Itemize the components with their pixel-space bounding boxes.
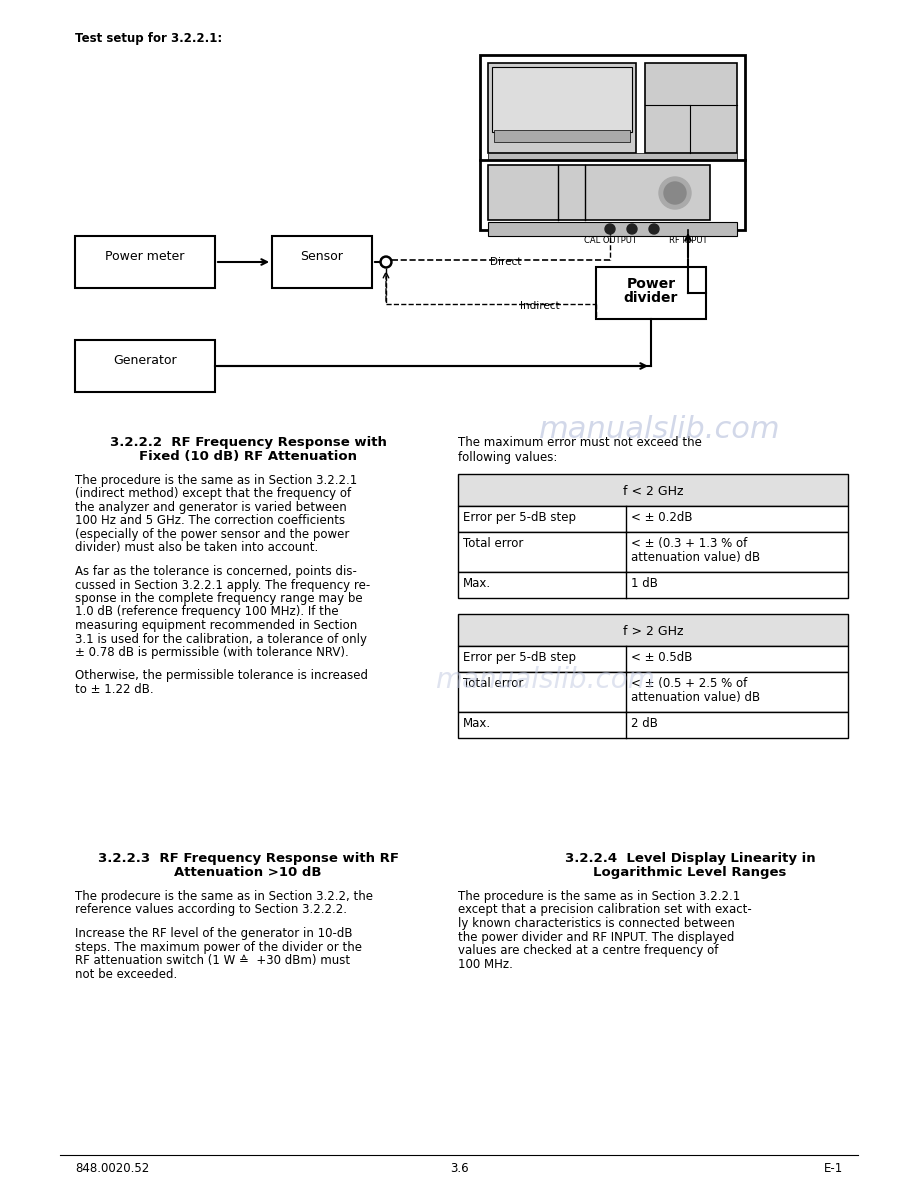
Text: ly known characteristics is connected between: ly known characteristics is connected be… <box>458 917 735 930</box>
Text: the analyzer and generator is varied between: the analyzer and generator is varied bet… <box>75 501 347 514</box>
Text: 848.0020.52: 848.0020.52 <box>75 1162 150 1175</box>
Text: < ± 0.5dB: < ± 0.5dB <box>631 651 692 664</box>
Text: 100 MHz.: 100 MHz. <box>458 958 513 971</box>
Text: steps. The maximum power of the divider or the: steps. The maximum power of the divider … <box>75 941 362 954</box>
Bar <box>488 153 737 160</box>
Circle shape <box>659 177 691 209</box>
Bar <box>458 532 848 571</box>
Text: CAL OUTPUT: CAL OUTPUT <box>584 236 636 245</box>
Text: The procedure is the same as in Section 3.2.2.1: The procedure is the same as in Section … <box>75 474 357 487</box>
Text: Increase the RF level of the generator in 10-dB: Increase the RF level of the generator i… <box>75 927 353 940</box>
Bar <box>480 55 745 230</box>
Bar <box>458 474 848 506</box>
Circle shape <box>664 182 686 204</box>
Text: Total error: Total error <box>463 537 523 550</box>
Circle shape <box>383 259 389 265</box>
Text: Power meter: Power meter <box>106 251 185 264</box>
Text: RF INPUT: RF INPUT <box>668 236 707 245</box>
Text: attenuation value) dB: attenuation value) dB <box>631 691 760 704</box>
Text: RF attenuation switch (1 W ≙  +30 dBm) must: RF attenuation switch (1 W ≙ +30 dBm) mu… <box>75 954 350 967</box>
Text: The procedure is the same as in Section 3.2.2.1: The procedure is the same as in Section … <box>458 890 740 903</box>
Bar <box>272 236 372 287</box>
Bar <box>75 236 215 287</box>
Text: divider) must also be taken into account.: divider) must also be taken into account… <box>75 542 319 555</box>
Text: manualslib.com: manualslib.com <box>539 416 781 444</box>
Text: 2 dB: 2 dB <box>631 718 658 729</box>
Circle shape <box>627 225 637 234</box>
Text: f > 2 GHz: f > 2 GHz <box>622 625 683 638</box>
Text: values are checked at a centre frequency of: values are checked at a centre frequency… <box>458 944 719 958</box>
Text: Generator: Generator <box>113 354 177 367</box>
Text: E-1: E-1 <box>823 1162 843 1175</box>
Text: attenuation value) dB: attenuation value) dB <box>631 551 760 564</box>
Text: < ± (0.3 + 1.3 % of: < ± (0.3 + 1.3 % of <box>631 537 747 550</box>
Text: Test setup for 3.2.2.1:: Test setup for 3.2.2.1: <box>75 32 222 45</box>
Text: 3.1 is used for the calibration, a tolerance of only: 3.1 is used for the calibration, a toler… <box>75 632 367 645</box>
Text: Max.: Max. <box>463 577 491 590</box>
Bar <box>488 165 710 220</box>
Text: the power divider and RF INPUT. The displayed: the power divider and RF INPUT. The disp… <box>458 930 734 943</box>
Text: The prodecure is the same as in Section 3.2.2, the: The prodecure is the same as in Section … <box>75 890 373 903</box>
Text: Error per 5-dB step: Error per 5-dB step <box>463 511 576 524</box>
Bar <box>494 129 630 143</box>
Text: 1.0 dB (reference frequency 100 MHz). If the: 1.0 dB (reference frequency 100 MHz). If… <box>75 606 339 619</box>
Text: 3.2.2.4  Level Display Linearity in: 3.2.2.4 Level Display Linearity in <box>565 852 815 865</box>
Text: divider: divider <box>624 291 678 305</box>
Text: Otherwise, the permissible tolerance is increased: Otherwise, the permissible tolerance is … <box>75 670 368 682</box>
Text: Logarithmic Level Ranges: Logarithmic Level Ranges <box>593 866 787 879</box>
Bar <box>458 571 848 598</box>
Text: Power: Power <box>626 277 676 291</box>
Circle shape <box>605 225 615 234</box>
Text: 3.6: 3.6 <box>450 1162 468 1175</box>
Bar <box>458 712 848 738</box>
Circle shape <box>380 255 392 268</box>
Bar <box>488 63 636 153</box>
Text: measuring equipment recommended in Section: measuring equipment recommended in Secti… <box>75 619 357 632</box>
Text: Indirect: Indirect <box>520 301 560 311</box>
Text: As far as the tolerance is concerned, points dis-: As far as the tolerance is concerned, po… <box>75 565 357 579</box>
Text: manualslib.com: manualslib.com <box>435 666 655 694</box>
Text: 1 dB: 1 dB <box>631 577 658 590</box>
Bar <box>488 222 737 236</box>
Text: sponse in the complete frequency range may be: sponse in the complete frequency range m… <box>75 592 363 605</box>
Text: ± 0.78 dB is permissible (with tolerance NRV).: ± 0.78 dB is permissible (with tolerance… <box>75 646 349 659</box>
Text: Error per 5-dB step: Error per 5-dB step <box>463 651 576 664</box>
Bar <box>458 506 848 532</box>
Text: not be exceeded.: not be exceeded. <box>75 967 177 980</box>
Text: 100 Hz and 5 GHz. The correction coefficients: 100 Hz and 5 GHz. The correction coeffic… <box>75 514 345 527</box>
Bar <box>458 646 848 672</box>
Circle shape <box>649 225 659 234</box>
Text: < ± 0.2dB: < ± 0.2dB <box>631 511 692 524</box>
Text: 3.2.2.3  RF Frequency Response with RF: 3.2.2.3 RF Frequency Response with RF <box>97 852 398 865</box>
Text: cussed in Section 3.2.2.1 apply. The frequency re-: cussed in Section 3.2.2.1 apply. The fre… <box>75 579 370 592</box>
Text: Sensor: Sensor <box>300 251 343 264</box>
Bar <box>596 267 706 320</box>
Bar <box>492 67 632 132</box>
Text: Direct: Direct <box>490 257 521 267</box>
Text: f < 2 GHz: f < 2 GHz <box>622 485 683 498</box>
Text: Max.: Max. <box>463 718 491 729</box>
Text: The maximum error must not exceed the
following values:: The maximum error must not exceed the fo… <box>458 436 702 465</box>
Text: except that a precision calibration set with exact-: except that a precision calibration set … <box>458 904 752 916</box>
Text: to ± 1.22 dB.: to ± 1.22 dB. <box>75 683 153 696</box>
Text: 3.2.2.2  RF Frequency Response with: 3.2.2.2 RF Frequency Response with <box>109 436 386 449</box>
Text: Total error: Total error <box>463 677 523 690</box>
Text: Attenuation >10 dB: Attenuation >10 dB <box>174 866 321 879</box>
Text: Fixed (10 dB) RF Attenuation: Fixed (10 dB) RF Attenuation <box>139 450 357 463</box>
Bar <box>458 614 848 646</box>
Bar <box>75 340 215 392</box>
Text: reference values according to Section 3.2.2.2.: reference values according to Section 3.… <box>75 904 347 916</box>
Text: < ± (0.5 + 2.5 % of: < ± (0.5 + 2.5 % of <box>631 677 747 690</box>
Bar <box>645 63 737 153</box>
Text: (especially of the power sensor and the power: (especially of the power sensor and the … <box>75 527 350 541</box>
Bar <box>458 672 848 712</box>
Text: (indirect method) except that the frequency of: (indirect method) except that the freque… <box>75 487 351 500</box>
